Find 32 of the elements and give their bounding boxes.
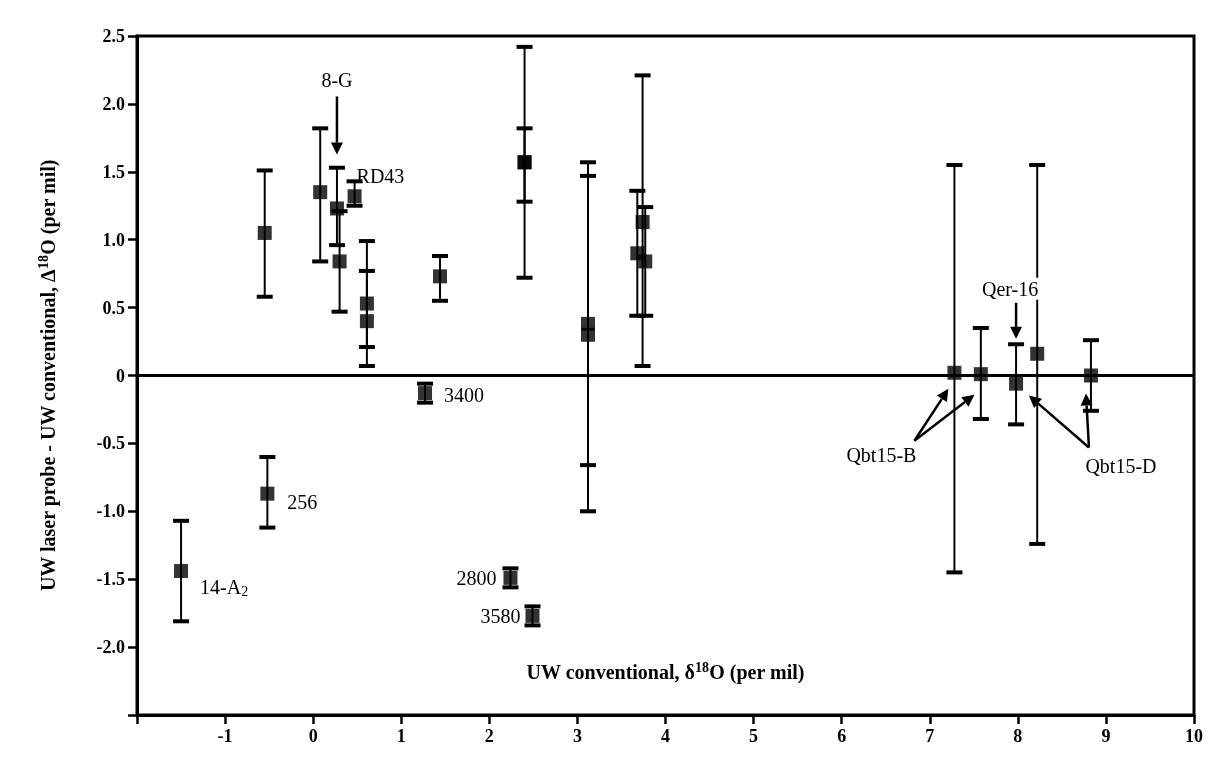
y-tick-label: 0.5 [102, 297, 125, 318]
x-tick-label: -1 [217, 726, 233, 746]
annotation: 8-G [321, 69, 353, 92]
annotation: 3580 [480, 604, 521, 627]
x-tick-label: 9 [1101, 726, 1111, 746]
y-tick-label: -2.0 [96, 637, 125, 658]
x-tick-label: 8 [1013, 726, 1023, 746]
annotation: RD43 [356, 165, 405, 188]
y-tick-label: -1.5 [96, 569, 125, 590]
annotation: Qbt15-D [1085, 454, 1157, 477]
y-tick-label: 0 [116, 365, 125, 386]
x-tick-label: 1 [396, 726, 406, 746]
annotation: 3400 [444, 384, 485, 407]
y-tick-label: -1.0 [96, 501, 125, 522]
x-tick-label: 5 [749, 726, 759, 746]
annotation: 256 [287, 490, 318, 513]
y-tick-label: 1.5 [102, 161, 125, 182]
y-tick-label: -0.5 [96, 433, 125, 454]
x-tick-label: 3 [572, 726, 582, 746]
y-tick-label: 2.0 [102, 93, 125, 114]
x-tick-label: 10 [1185, 726, 1203, 746]
x-tick-label: 6 [837, 726, 847, 746]
x-tick-label: 2 [484, 726, 494, 746]
y-axis-title: UW laser probe - UW conventional, Δ18O (per mil) [35, 159, 60, 592]
x-tick-label: 4 [661, 726, 670, 746]
y-tick-label: 2.5 [102, 26, 125, 46]
x-tick-label: 0 [308, 726, 318, 746]
x-tick-label: 7 [925, 726, 935, 746]
annotation: Qer-16 [981, 277, 1039, 300]
annotation: 2800 [456, 566, 497, 589]
annotation: Qbt15-B [846, 443, 917, 466]
y-tick-label: 1.0 [102, 229, 125, 250]
